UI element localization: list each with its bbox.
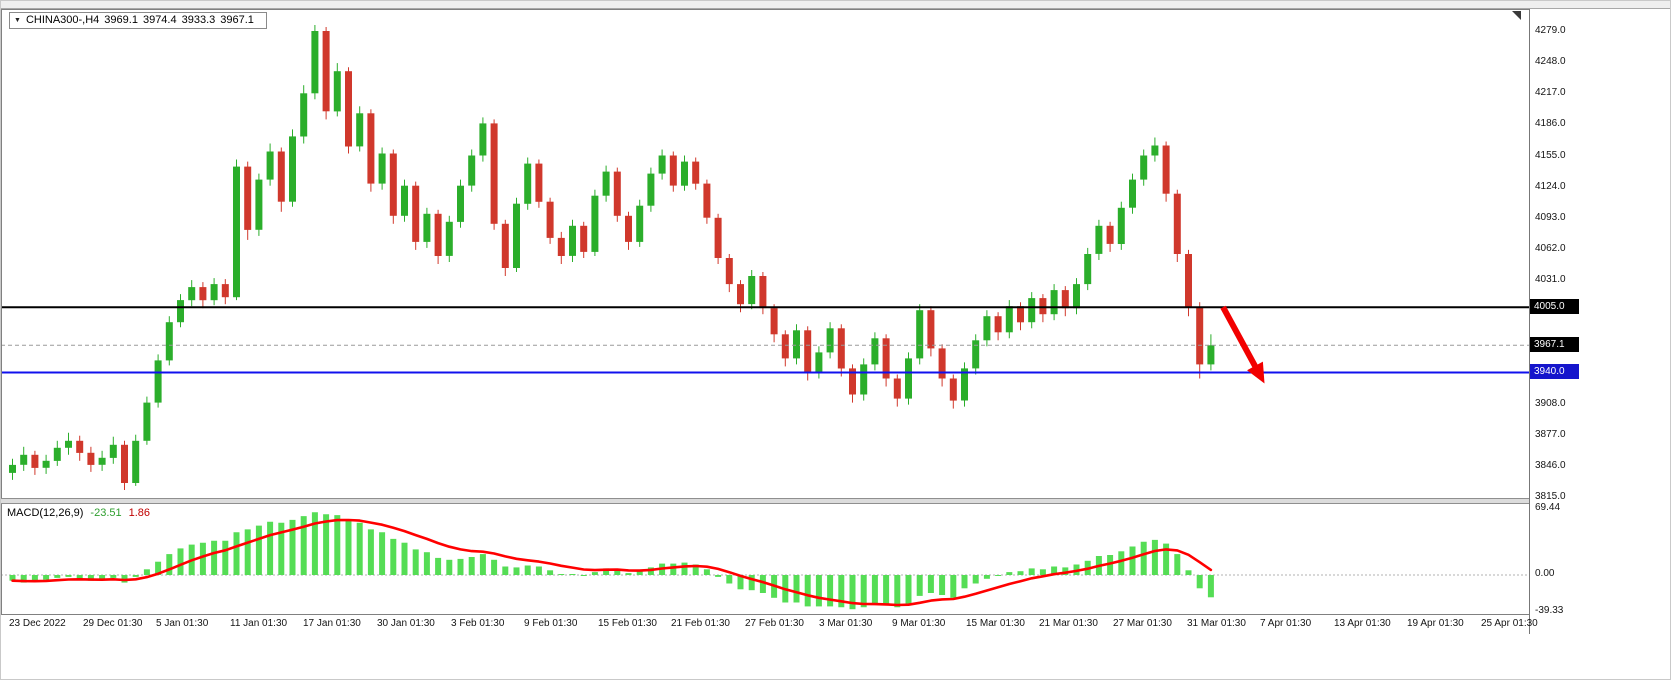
macd-name: MACD(12,26,9) xyxy=(7,507,84,519)
macd-indicator-label: MACD(12,26,9) -23.51 1.86 xyxy=(7,507,150,519)
time-axis[interactable] xyxy=(1,614,1529,634)
price-badge-3940.0: 3940.0 xyxy=(1530,364,1579,379)
price-tick-label: 3815.0 xyxy=(1535,491,1566,502)
price-tick-label: 4155.0 xyxy=(1535,150,1566,161)
quote-low: 3933.3 xyxy=(181,14,216,26)
price-badge-3967.1: 3967.1 xyxy=(1530,337,1579,352)
time-axis-label: 13 Apr 01:30 xyxy=(1334,618,1391,629)
time-axis-label: 30 Jan 01:30 xyxy=(377,618,435,629)
macd-value: -23.51 xyxy=(90,507,122,519)
time-axis-label: 27 Feb 01:30 xyxy=(745,618,804,629)
macd-axis-label: -39.33 xyxy=(1535,605,1564,616)
time-axis-label: 29 Dec 01:30 xyxy=(83,618,143,629)
time-axis-label: 3 Mar 01:30 xyxy=(819,618,873,629)
time-axis-label: 5 Jan 01:30 xyxy=(156,618,209,629)
price-tick-label: 3877.0 xyxy=(1535,429,1566,440)
price-tick-label: 4062.0 xyxy=(1535,243,1566,254)
price-tick-label: 3908.0 xyxy=(1535,398,1566,409)
symbol-quote-box: ▼ CHINA300-,H4 3969.1 3974.4 3933.3 3967.1 xyxy=(9,12,267,29)
window-top-edge xyxy=(1,1,1670,9)
time-axis-label: 31 Mar 01:30 xyxy=(1187,618,1246,629)
price-tick-label: 4186.0 xyxy=(1535,118,1566,129)
time-axis-label: 3 Feb 01:30 xyxy=(451,618,505,629)
time-axis-label: 9 Feb 01:30 xyxy=(524,618,578,629)
time-axis-label: 21 Mar 01:30 xyxy=(1039,618,1098,629)
time-axis-label: 17 Jan 01:30 xyxy=(303,618,361,629)
time-axis-label: 7 Apr 01:30 xyxy=(1260,618,1312,629)
time-axis-label: 11 Jan 01:30 xyxy=(230,618,288,629)
time-axis-label: 25 Apr 01:30 xyxy=(1481,618,1538,629)
time-axis-label: 27 Mar 01:30 xyxy=(1113,618,1172,629)
price-tick-label: 3846.0 xyxy=(1535,460,1566,471)
macd-axis-label: 0.00 xyxy=(1535,568,1555,579)
price-tick-label: 4217.0 xyxy=(1535,87,1566,98)
chart-shift-marker-icon xyxy=(1512,11,1521,20)
time-axis-label: 21 Feb 01:30 xyxy=(671,618,730,629)
chevron-down-icon[interactable]: ▼ xyxy=(14,17,21,24)
time-axis-label: 15 Mar 01:30 xyxy=(966,618,1025,629)
macd-signal-value: 1.86 xyxy=(128,507,151,519)
macd-axis-label: 69.44 xyxy=(1535,502,1561,513)
price-tick-label: 4031.0 xyxy=(1535,274,1566,285)
candles xyxy=(9,25,1215,490)
time-axis-label: 23 Dec 2022 xyxy=(9,618,66,629)
price-tick-label: 4279.0 xyxy=(1535,25,1566,36)
price-tick-label: 4124.0 xyxy=(1535,181,1566,192)
quote-close: 3967.1 xyxy=(220,14,254,26)
quote-open: 3969.1 xyxy=(104,14,138,26)
time-axis-label: 15 Feb 01:30 xyxy=(598,618,657,629)
macd-signal-line xyxy=(11,518,1213,607)
sell-arrow-annotation[interactable] xyxy=(1220,305,1265,384)
price-chart[interactable] xyxy=(1,1,1529,634)
price-tick-label: 4248.0 xyxy=(1535,56,1566,67)
price-badge-4005.0: 4005.0 xyxy=(1530,299,1579,314)
quote-high: 3974.4 xyxy=(142,14,177,26)
axis-separator xyxy=(1529,9,1530,634)
panel-splitter[interactable] xyxy=(1,498,1529,504)
price-tick-label: 4093.0 xyxy=(1535,212,1566,223)
time-axis-label: 19 Apr 01:30 xyxy=(1407,618,1464,629)
symbol-timeframe-label: CHINA300-,H4 xyxy=(25,14,100,26)
time-axis-label: 9 Mar 01:30 xyxy=(892,618,946,629)
